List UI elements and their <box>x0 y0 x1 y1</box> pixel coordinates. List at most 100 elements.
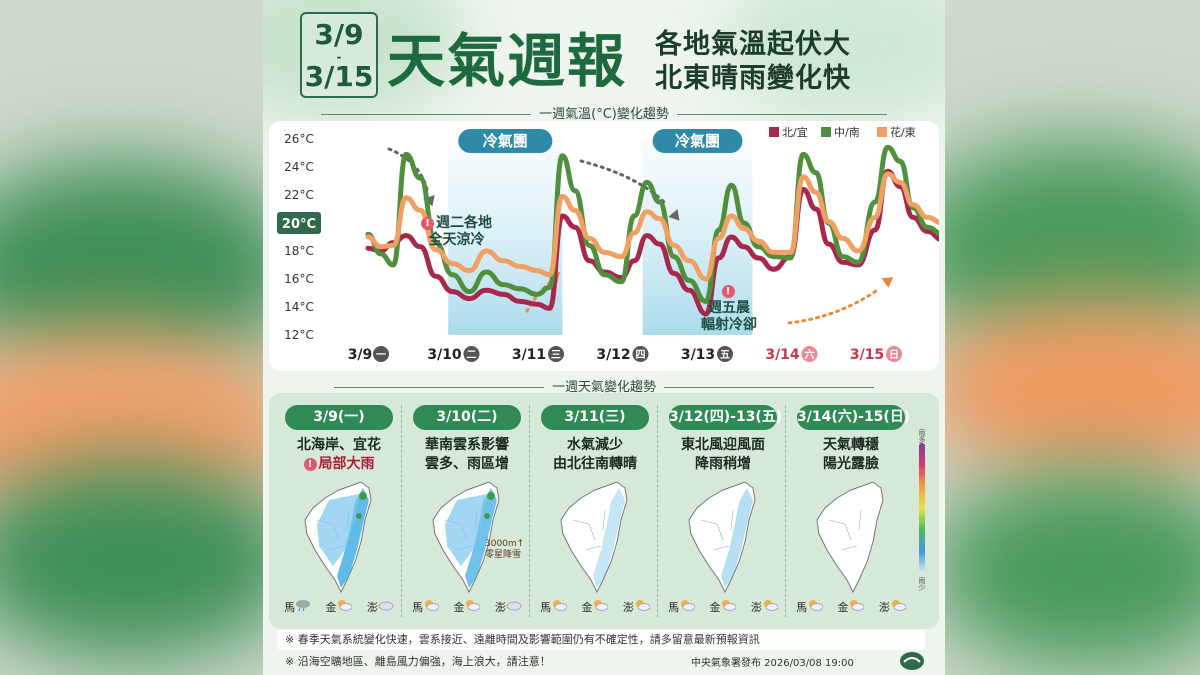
island-weather: 金 <box>837 599 865 615</box>
partly-sunny-icon <box>464 600 481 614</box>
cold-air-mass-label: 冷氣團 <box>675 132 720 150</box>
weather-card-line2-text: 局部大雨 <box>318 456 375 472</box>
weather-card-line2-text: 由北往南轉晴 <box>553 456 637 472</box>
day-of-week-label: 五 <box>720 349 730 361</box>
taiwan-rain-map <box>432 481 500 594</box>
day-label-date: 3/15 <box>850 347 884 363</box>
subtitle-1: 各地氣溫起伏大 <box>655 29 851 60</box>
island-weather: 澎 <box>622 599 651 615</box>
snow-note: 3000m↑ 零星降雪 <box>485 539 524 561</box>
temperature-line-chart: 冷氣團 冷氣團 26°C 24°C 22°C 20°C 18°C 16°C 14°C 12°C 北/… <box>277 125 945 363</box>
chart-section-title: 一週氣溫(°C)變化趨勢 <box>539 107 669 122</box>
island-weather: 金 <box>453 599 481 615</box>
weather-card-line1: 天氣轉穩 <box>823 437 879 453</box>
warning-icon: ! <box>421 216 434 230</box>
weather-section-title: 一週天氣變化趨勢 <box>551 380 656 395</box>
y-tick-label: 12°C <box>284 328 314 342</box>
day-of-week-label: 六 <box>805 348 815 361</box>
page-title: 天氣週報 <box>387 27 628 95</box>
warming-arrow-head <box>881 277 894 288</box>
series-line-1 <box>365 144 945 304</box>
weather-card-line2: 雲多、雨區增 <box>405 455 529 474</box>
day-of-week-label: 一 <box>376 350 386 361</box>
partly-sunny-icon <box>762 600 779 614</box>
island-label: 金 <box>837 601 849 614</box>
day-label-date: 3/14 <box>765 347 800 363</box>
weather-card-line1: 華南雲系影響 <box>425 437 509 453</box>
weather-card-line1: 東北風迎風面 <box>681 437 765 453</box>
island-label: 金 <box>581 601 593 614</box>
cooling-arrow-head <box>668 209 680 221</box>
snow-note-line1: 3000m↑ <box>485 539 525 549</box>
day-label-date: 3/9 <box>348 347 373 363</box>
day-of-week-badge <box>632 346 649 362</box>
date-separator: - <box>336 50 342 64</box>
island-weather: 金 <box>709 599 737 615</box>
legend-swatch <box>769 127 779 137</box>
day-of-week-label: 日 <box>889 349 899 361</box>
footnote-1: ※ 春季天氣系統變化快速，雲系接近、遠離時間及影響範圍仍有不確定性，請多留意最新… <box>277 630 925 650</box>
day-label-date: 3/13 <box>681 347 715 363</box>
island-weather: 澎 <box>495 599 522 615</box>
partly-sunny-icon <box>592 600 609 614</box>
island-label: 馬 <box>412 601 424 614</box>
island-label: 澎 <box>750 601 762 614</box>
island-label: 金 <box>453 601 465 614</box>
weather-card-desc: 東北風迎風面 降雨稍增 <box>661 436 785 474</box>
island-weather: 馬 <box>668 599 696 615</box>
outlying-islands-row: 馬金澎 <box>277 599 401 615</box>
day-of-week-label: 四 <box>636 349 646 361</box>
temperature-chart-panel: 冷氣團 冷氣團 26°C 24°C 22°C 20°C 18°C 16°C 14°C 12°C 北/… <box>269 121 945 371</box>
day-of-week-badge <box>463 346 480 362</box>
weather-card-line2: 由北往南轉晴 <box>533 455 657 474</box>
y-tick-label: 14°C <box>284 300 314 314</box>
partly-sunny-icon <box>679 600 696 614</box>
island-weather: 澎 <box>750 599 779 615</box>
issuer-label: 中央氣象署發布 2026/03/08 19:00 <box>691 658 854 669</box>
date-start: 3/9 <box>314 18 364 51</box>
island-label: 澎 <box>622 601 634 614</box>
weather-card: 3/11(三) 水氣減少 由北往南轉晴 馬 金 澎 <box>533 405 658 617</box>
weather-card-line2: 降雨稍增 <box>661 455 785 474</box>
island-weather: 馬 <box>796 599 824 615</box>
weather-card-line2-text: 雲多、雨區增 <box>425 456 509 472</box>
partly-sunny-icon <box>634 600 651 614</box>
island-weather: 金 <box>581 599 609 615</box>
island-label: 馬 <box>284 601 296 614</box>
taiwan-rain-map <box>560 481 628 594</box>
legend-swatch <box>877 127 887 137</box>
day-of-week-badge <box>717 346 733 362</box>
cloud-icon <box>506 601 522 614</box>
outlying-islands-row: 馬金 澎 <box>661 599 785 615</box>
date-end: 3/15 <box>304 60 374 93</box>
island-weather: 馬 <box>412 599 440 615</box>
island-label: 金 <box>709 601 721 614</box>
annotation-friday-line1: 週五晨 <box>708 300 750 316</box>
cold-air-mass-pill <box>652 129 743 153</box>
weather-trend-panel: 3/9(一) 北海岸、宜花 ! 局部大雨 馬金澎 3/10(二) 華南雲系影響 雲多… <box>269 393 939 629</box>
weather-card-desc: 天氣轉穩 陽光露臉 <box>789 436 913 474</box>
island-label: 馬 <box>796 601 808 614</box>
outlying-islands-row: 馬金澎 <box>533 599 657 615</box>
cloud-icon <box>378 601 394 614</box>
y-tick-label: 26°C <box>284 132 314 146</box>
date-range-box: 3/9 - 3/15 <box>300 12 378 98</box>
outlying-islands-row: 馬金澎 <box>405 599 529 615</box>
legend-label: 花/東 <box>890 126 916 139</box>
rain-scale-top: 雨多 <box>918 429 926 443</box>
legend-label: 北/宜 <box>782 125 808 139</box>
outlying-islands-row: 馬金澎 <box>789 599 913 615</box>
warning-icon: ! <box>721 284 735 298</box>
chart-section-header: 一週氣溫(°C)變化趨勢 <box>263 103 945 122</box>
weather-card-line2: ! 局部大雨 <box>277 455 401 474</box>
taiwan-rain-map <box>688 481 756 594</box>
day-of-week-label: 二 <box>467 349 477 361</box>
island-label: 馬 <box>540 601 552 614</box>
weather-card-date: 3/12(四)-13(五) <box>669 405 782 430</box>
taiwan-rain-map <box>304 481 372 594</box>
cold-air-mass-label: 冷氣團 <box>483 132 528 150</box>
weather-card-line2-text: 陽光露臉 <box>823 456 879 472</box>
weather-card-date: 3/10(二) <box>413 405 521 430</box>
legend-swatch <box>821 127 831 137</box>
